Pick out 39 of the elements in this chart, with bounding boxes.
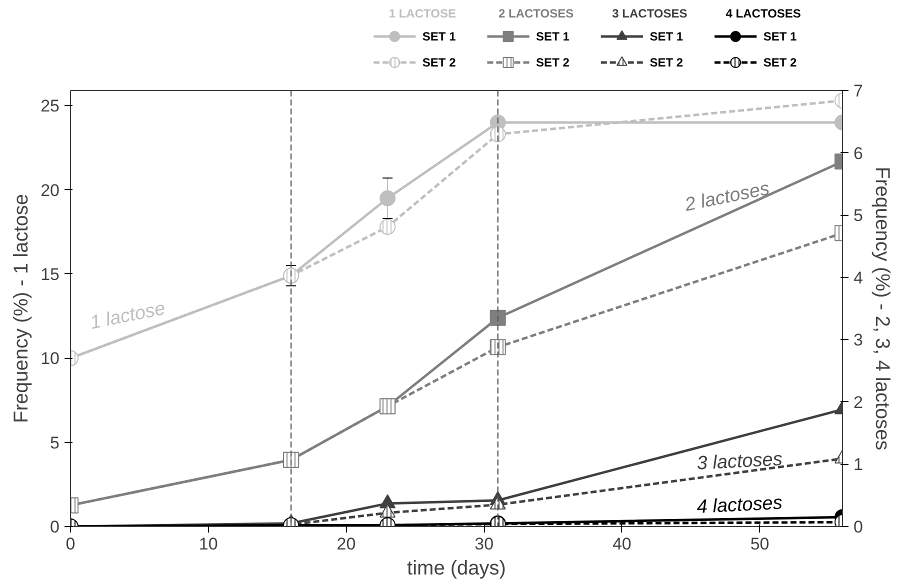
- x-tick-label: 30: [474, 534, 494, 554]
- y2-tick-label: 7: [854, 82, 863, 100]
- legend-label: SET 2: [650, 56, 684, 70]
- annotation: 4 lactoses: [696, 492, 784, 518]
- text: 4 LACTOSES: [726, 6, 801, 20]
- y2-tick-label: 1: [854, 455, 863, 474]
- y2-tick-label: 0: [854, 518, 863, 536]
- x-axis-title: time (days): [407, 558, 506, 580]
- y-tick-label: 20: [40, 180, 60, 200]
- text: 3 LACTOSES: [612, 6, 688, 20]
- y2-tick-label: 2: [854, 392, 863, 412]
- x-tick-label: 20: [336, 534, 356, 554]
- legend-label: SET 1: [763, 30, 798, 44]
- legend-label: SET 2: [422, 56, 456, 70]
- annotation: 3 lactoses: [696, 449, 784, 474]
- y2-tick-label: 4: [854, 268, 863, 288]
- annotation: 2 lactoses: [682, 178, 772, 216]
- legend-label: SET 1: [422, 30, 456, 44]
- y-tick-label: 15: [40, 264, 60, 284]
- x-tick-label: 10: [198, 534, 218, 554]
- y-tick-label: 25: [40, 96, 60, 116]
- legend-label: SET 2: [763, 56, 798, 70]
- y2-tick-label: 5: [854, 206, 863, 226]
- y-tick-label: 0: [50, 518, 60, 536]
- x-tick-label: 0: [66, 534, 76, 554]
- y2-tick-label: 6: [854, 144, 863, 163]
- legend-label: SET 1: [536, 30, 570, 44]
- legend-label: SET 1: [650, 30, 684, 44]
- legend-label: SET 2: [536, 56, 570, 70]
- text: 1 LACTOSE: [388, 6, 456, 20]
- y-axis-title: Frequency (%) - 1 lactose: [10, 194, 33, 423]
- annotation: 1 lactose: [88, 298, 168, 334]
- text: 2 LACTOSES: [498, 6, 574, 20]
- y-tick-label: 10: [40, 349, 60, 368]
- x-tick-label: 40: [612, 534, 632, 554]
- y2-tick-label: 3: [854, 330, 863, 350]
- y-tick-label: 5: [50, 433, 60, 452]
- x-tick-label: 50: [750, 534, 770, 554]
- y2-axis-title: Frequency (%) - 2, 3, 4 lactoses: [870, 166, 893, 450]
